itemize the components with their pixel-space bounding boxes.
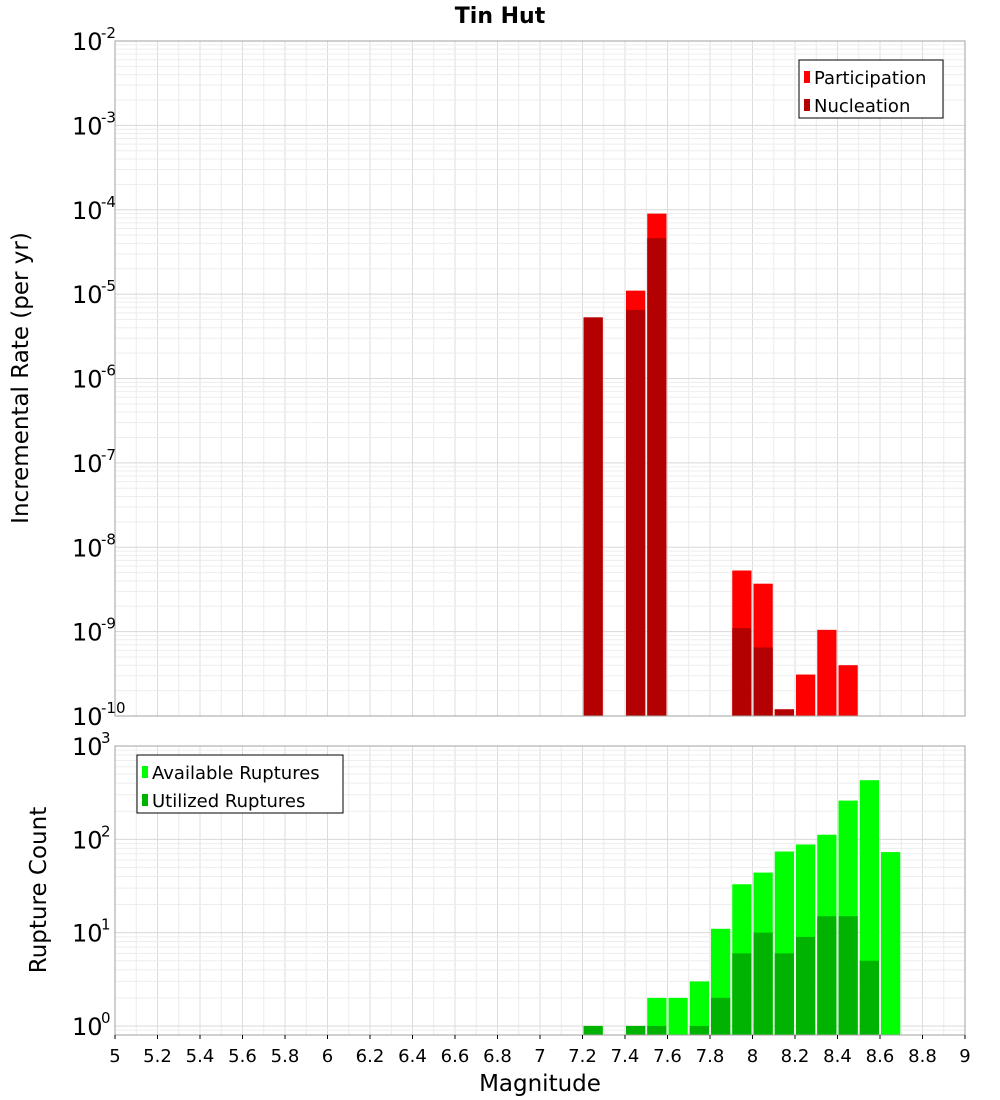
x-tick-label: 7.2 (568, 1046, 597, 1067)
y-tick-exponent: -5 (101, 277, 116, 295)
nucleation-bar (647, 238, 667, 716)
x-tick-labels: 5 5.2 5.4 5.6 5.8 6 6.2 6.4 6.6 6.8 7 7.2 7.4 7.6 7.8 8… (109, 1035, 971, 1067)
utilized-ruptures-bar (838, 916, 858, 1035)
utilized-ruptures-bar (774, 953, 794, 1035)
y-tick-label: 10 (72, 112, 103, 140)
bottom-legend: Available Ruptures Utilized Ruptures (136, 754, 344, 814)
x-tick-label: 7.8 (696, 1046, 725, 1067)
utilized-ruptures-bar (647, 1025, 667, 1035)
nucleation-bar (774, 709, 794, 716)
nucleation-bar (626, 309, 646, 716)
available-ruptures-bar (689, 981, 709, 1035)
participation-bar (838, 665, 858, 716)
legend-swatch-available-ruptures (142, 766, 148, 778)
y-tick-label: 10 (72, 733, 103, 761)
legend-label-participation: Participation (814, 68, 926, 89)
available-ruptures-bar (668, 997, 688, 1035)
y-tick-exponent: 0 (101, 1009, 111, 1027)
nucleation-bar (753, 647, 773, 716)
y-tick-label: 10 (72, 703, 103, 731)
y-tick-label: 10 (72, 1013, 103, 1041)
top-gridlines (114, 40, 966, 717)
legend-box (136, 754, 344, 814)
x-tick-label: 9 (959, 1046, 970, 1067)
top-legend: Participation Nucleation (798, 59, 944, 119)
x-tick-label: 8.2 (781, 1046, 810, 1067)
y-tick-label: 10 (72, 197, 103, 225)
x-tick-label: 6.4 (398, 1046, 427, 1067)
x-tick-label: 5 (109, 1046, 120, 1067)
x-tick-label: 8.4 (823, 1046, 852, 1067)
x-tick-label: 8 (747, 1046, 758, 1067)
x-tick-label: 7 (534, 1046, 545, 1067)
utilized-ruptures-bar (753, 932, 773, 1035)
y-tick-exponent: 2 (101, 822, 111, 840)
x-tick-label: 6.6 (441, 1046, 470, 1067)
x-tick-label: 8.8 (908, 1046, 937, 1067)
y-tick-label: 10 (72, 534, 103, 562)
legend-box (798, 59, 944, 119)
legend-swatch-utilized-ruptures (142, 794, 148, 806)
y-tick-label: 10 (72, 366, 103, 394)
utilized-ruptures-bar (626, 1025, 646, 1035)
utilized-ruptures-bar (711, 997, 731, 1035)
utilized-ruptures-bar (817, 916, 837, 1035)
y-tick-label: 10 (72, 450, 103, 478)
x-tick-label: 6.8 (483, 1046, 512, 1067)
y-tick-exponent: -2 (101, 24, 116, 42)
utilized-ruptures-bar (732, 953, 752, 1035)
available-ruptures-bar (647, 997, 667, 1035)
y-tick-exponent: -8 (101, 530, 116, 548)
top-bars (583, 213, 858, 717)
x-tick-label: 6.2 (356, 1046, 385, 1067)
x-tick-label: 5.8 (271, 1046, 300, 1067)
nucleation-bar (583, 317, 603, 716)
participation-bar (817, 629, 837, 716)
x-tick-label: 8.6 (866, 1046, 895, 1067)
top-y-axis-label: Incremental Rate (per yr) (8, 232, 34, 524)
bottom-y-axis-label: Rupture Count (26, 807, 52, 973)
utilized-ruptures-bar (583, 1025, 603, 1035)
y-tick-exponent: -10 (101, 699, 126, 717)
y-tick-label: 10 (72, 281, 103, 309)
y-tick-exponent: -6 (101, 362, 116, 380)
x-tick-label: 5.6 (228, 1046, 257, 1067)
x-tick-label: 5.4 (186, 1046, 215, 1067)
y-tick-exponent: -4 (101, 193, 116, 211)
x-axis-label: Magnitude (479, 1071, 601, 1097)
y-tick-label: 10 (72, 28, 103, 56)
utilized-ruptures-bar (689, 1025, 709, 1035)
y-tick-label: 10 (72, 920, 103, 948)
nucleation-bar (732, 628, 752, 716)
y-tick-label: 10 (72, 619, 103, 647)
x-tick-label: 7.4 (611, 1046, 640, 1067)
top-plot-frame (114, 40, 966, 717)
x-tick-label: 7.6 (653, 1046, 682, 1067)
y-tick-exponent: -9 (101, 615, 116, 633)
x-tick-label: 5.2 (143, 1046, 172, 1067)
utilized-ruptures-bar (796, 936, 816, 1035)
legend-label-available-ruptures: Available Ruptures (152, 763, 320, 784)
x-tick-label: 6 (322, 1046, 333, 1067)
y-tick-exponent: -3 (101, 108, 116, 126)
chart-title: Tin Hut (455, 4, 546, 29)
bottom-bars (583, 780, 901, 1035)
legend-label-utilized-ruptures: Utilized Ruptures (152, 791, 305, 812)
participation-bar (796, 674, 816, 716)
y-tick-exponent: 3 (101, 729, 111, 747)
legend-label-nucleation: Nucleation (814, 96, 910, 117)
legend-swatch-participation (804, 71, 810, 83)
y-tick-exponent: 1 (101, 916, 111, 934)
available-ruptures-bar (881, 852, 901, 1035)
y-tick-label: 10 (72, 826, 103, 854)
utilized-ruptures-bar (859, 960, 879, 1035)
y-tick-exponent: -7 (101, 446, 116, 464)
legend-swatch-nucleation (804, 99, 810, 111)
